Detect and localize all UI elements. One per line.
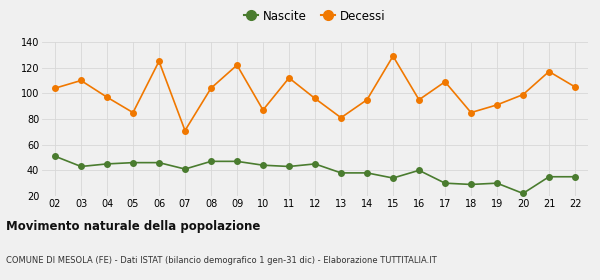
- Legend: Nascite, Decessi: Nascite, Decessi: [239, 5, 391, 27]
- Text: Movimento naturale della popolazione: Movimento naturale della popolazione: [6, 220, 260, 233]
- Text: COMUNE DI MESOLA (FE) - Dati ISTAT (bilancio demografico 1 gen-31 dic) - Elabora: COMUNE DI MESOLA (FE) - Dati ISTAT (bila…: [6, 256, 437, 265]
